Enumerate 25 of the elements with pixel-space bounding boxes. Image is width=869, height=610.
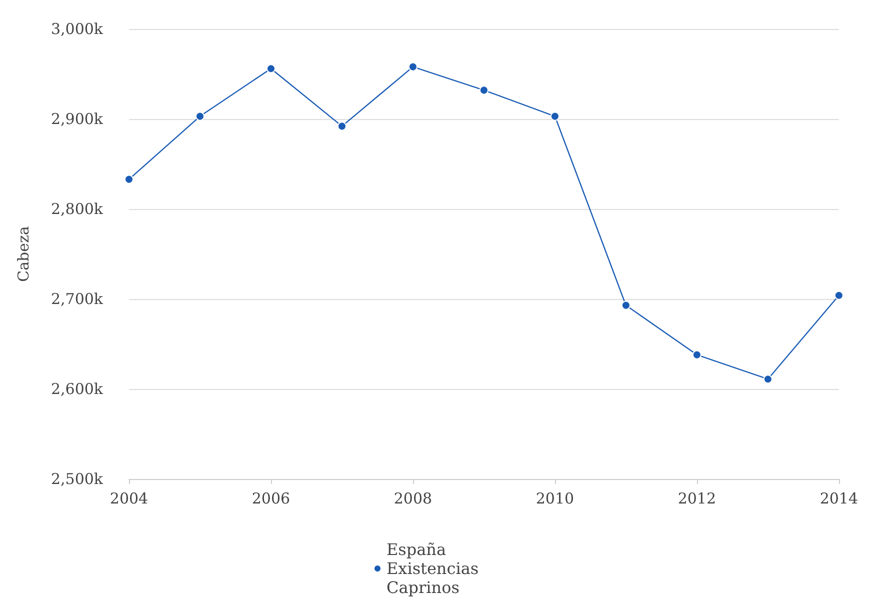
point xyxy=(479,86,488,95)
x-tick-label: 2014 xyxy=(820,490,858,508)
point xyxy=(621,300,630,310)
y-tick-label: 3,000k xyxy=(50,20,104,38)
point xyxy=(834,290,844,300)
point xyxy=(692,350,702,360)
point xyxy=(124,174,134,184)
y-tick-label: 2,800k xyxy=(50,200,104,218)
y-axis-title: Cabeza xyxy=(14,226,32,282)
x-tick-label: 2012 xyxy=(678,490,716,508)
y-tick-label: 2,700k xyxy=(50,290,104,308)
point xyxy=(266,64,276,74)
x-tick-label: 2006 xyxy=(252,490,290,508)
point xyxy=(337,122,346,131)
point xyxy=(408,62,418,72)
y-tick-label: 2,500k xyxy=(50,470,104,488)
legend-label: España Existencias Caprinos xyxy=(386,540,484,597)
y-tick-label: 2,600k xyxy=(50,380,104,398)
point xyxy=(763,374,772,384)
point xyxy=(550,112,560,121)
x-tick-label: 2008 xyxy=(394,490,432,508)
x-tick-label: 2010 xyxy=(536,490,574,508)
y-tick-label: 2,900k xyxy=(50,110,104,128)
x-tick-label: 2004 xyxy=(110,490,148,508)
point xyxy=(196,112,204,121)
